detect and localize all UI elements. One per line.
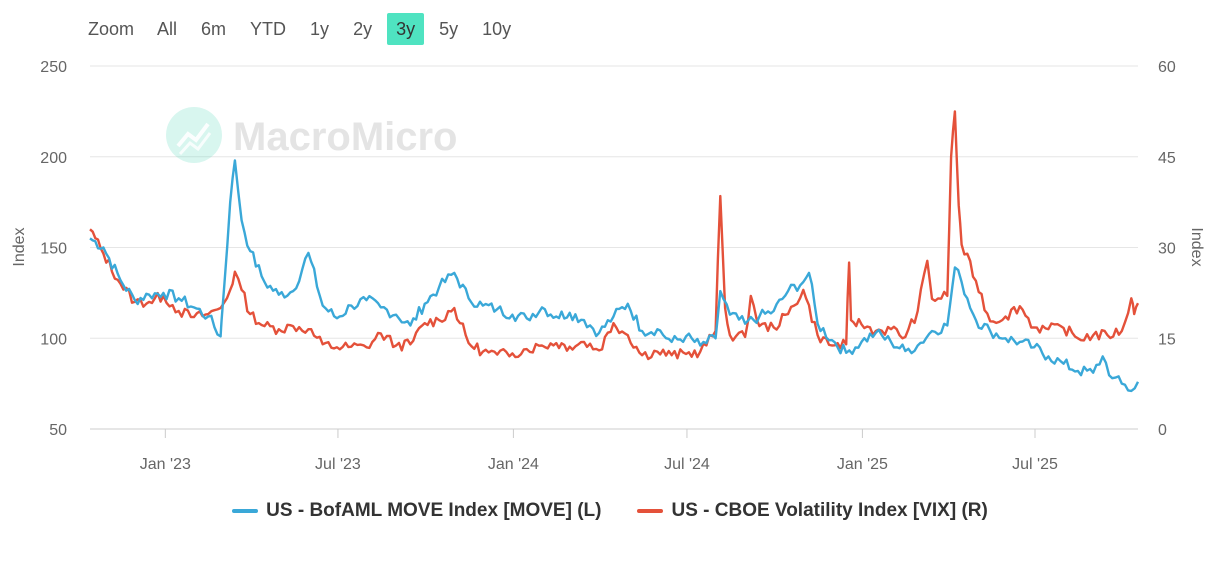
legend-swatch-move [232,509,259,513]
y-axis-right-title: Index [1188,227,1205,266]
series-group [89,110,1140,393]
y-axis-right: 0 15 30 45 60 [1158,59,1176,439]
range-button-10y[interactable]: 10y [482,19,512,39]
legend-item-move[interactable]: US - BofAML MOVE Index [MOVE] (L) [232,500,601,522]
x-tick-label: Jan '25 [837,456,888,473]
x-axis: Jan '23 Jul '23 Jan '24 Jul '24 Jan '25 Jul '… [90,428,1138,473]
x-tick-label: Jan '24 [488,456,539,473]
y-right-tick-label: 45 [1158,150,1176,167]
y-right-tick-label: 30 [1158,241,1176,258]
chart-canvas: MacroMicro Jan '23 Jul '23 Jan '24 Jul '24 J… [11,59,1205,473]
watermark-text: MacroMicro [233,115,458,159]
legend-label-move: US - BofAML MOVE Index [MOVE] (L) [266,500,602,521]
range-button-all[interactable]: All [157,19,178,39]
range-button-2y[interactable]: 2y [353,19,373,39]
range-button-ytd[interactable]: YTD [250,19,287,39]
x-tick-label: Jul '23 [315,456,361,473]
zoom-label: Zoom [88,18,135,39]
series-line-move [89,159,1140,393]
y-left-tick-label: 200 [40,150,67,167]
range-button-1y[interactable]: 1y [310,19,330,39]
range-button-3y[interactable]: 3y [387,13,425,45]
y-right-tick-label: 15 [1158,331,1176,348]
watermark: MacroMicro [166,107,458,163]
x-tick-label: Jul '25 [1012,456,1058,473]
legend: US - BofAML MOVE Index [MOVE] (L) US - C… [0,500,1220,522]
x-tick-label: Jul '24 [664,456,710,473]
legend-item-vix[interactable]: US - CBOE Volatility Index [VIX] (R) [637,500,988,522]
y-axis-left: 50 100 150 200 250 [40,59,67,439]
y-left-tick-label: 250 [40,59,67,76]
range-button-6m[interactable]: 6m [201,19,227,39]
y-axis-left-title: Index [11,227,28,266]
y-left-tick-label: 100 [40,331,67,348]
legend-label-vix: US - CBOE Volatility Index [VIX] (R) [671,500,988,521]
legend-swatch-vix [637,509,664,513]
y-right-tick-label: 0 [1158,422,1167,439]
y-left-tick-label: 150 [40,241,67,258]
y-left-tick-label: 50 [49,422,67,439]
watermark-logo-icon [166,107,222,163]
series-line-vix [89,110,1140,361]
range-button-5y[interactable]: 5y [439,19,459,39]
gridlines [90,65,1138,339]
y-right-tick-label: 60 [1158,59,1176,76]
x-tick-label: Jan '23 [140,456,191,473]
range-selector: Zoom All 6m YTD 1y 2y 3y 5y 10y [80,12,526,46]
